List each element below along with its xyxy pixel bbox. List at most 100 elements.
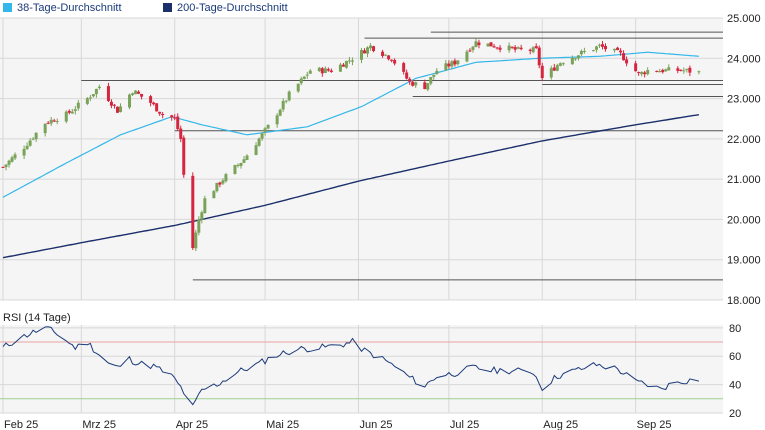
- candle-body: [634, 63, 638, 72]
- candle-body: [109, 101, 113, 106]
- candle-body: [369, 45, 373, 49]
- candle-body: [450, 61, 454, 67]
- price-y-tick-label: 23.000: [727, 94, 761, 106]
- candle-body: [128, 94, 132, 108]
- price-y-tick-label: 20.000: [727, 214, 761, 226]
- candle-body: [284, 100, 288, 102]
- candle-body: [182, 137, 186, 175]
- candle-body: [679, 69, 683, 71]
- candle-body: [134, 90, 138, 95]
- candle-body: [260, 133, 264, 139]
- candle-body: [411, 81, 415, 86]
- candle-body: [191, 175, 195, 249]
- rsi-line: [2, 326, 700, 406]
- candlesticks: [1, 38, 701, 252]
- candle-body: [682, 70, 686, 72]
- rsi-panel: RSI (14 Tage) 80 60 40 20: [0, 312, 741, 420]
- x-tick-label: Jul 25: [450, 419, 479, 430]
- candle-body: [453, 60, 457, 65]
- candle-body: [52, 120, 56, 122]
- candle-body: [46, 122, 50, 124]
- candle-body: [263, 128, 267, 133]
- candle-body: [444, 63, 448, 71]
- candle-body: [317, 67, 321, 72]
- x-axis: Feb 25 Mrz 25 Apr 25 Mai 25 Jun 25 Jul 25 Aug …: [4, 419, 672, 430]
- candle-body: [552, 67, 556, 71]
- candle-body: [118, 106, 122, 112]
- candle-body: [278, 109, 282, 116]
- candle-body: [540, 65, 544, 79]
- x-tick-label: Mai 25: [266, 419, 299, 430]
- candle-body: [215, 182, 219, 192]
- candle-body: [344, 60, 348, 68]
- candle-body: [85, 98, 89, 104]
- candle-body: [31, 138, 35, 140]
- candle-body: [507, 45, 511, 51]
- candle-body: [519, 47, 523, 50]
- candle-body: [387, 55, 391, 60]
- candle-body: [402, 63, 406, 72]
- candle-body: [667, 67, 671, 71]
- price-y-tick-label: 22.000: [727, 134, 761, 146]
- candle-body: [591, 50, 595, 52]
- candle-body: [350, 60, 354, 62]
- candle-body: [266, 124, 270, 129]
- candle-body: [25, 145, 29, 150]
- price-y-tick-label: 18.000: [727, 295, 761, 307]
- candle-body: [218, 182, 222, 185]
- candle-body: [423, 82, 427, 90]
- price-y-tick-label: 21.000: [727, 174, 761, 186]
- candle-body: [408, 78, 412, 82]
- candle-body: [579, 50, 583, 55]
- candle-body: [275, 115, 279, 125]
- candle-body: [622, 53, 626, 61]
- candle-body: [245, 155, 249, 160]
- candle-body: [426, 83, 430, 90]
- candle-body: [688, 67, 692, 73]
- candle-body: [372, 46, 376, 52]
- candle-body: [640, 71, 644, 75]
- candle-body: [474, 41, 478, 47]
- sma38-line: [2, 51, 699, 198]
- candle-body: [233, 165, 237, 174]
- candle-body: [616, 47, 620, 51]
- candle-body: [414, 82, 418, 86]
- legend-swatch-sma38: [3, 3, 12, 12]
- candle-body: [432, 74, 436, 77]
- candle-body: [456, 60, 460, 65]
- price-y-axis: 25.000 24.000 23.000 22.000 21.000 20.000 19.0…: [727, 13, 761, 307]
- candle-body: [516, 47, 520, 49]
- candle-body: [94, 88, 98, 95]
- candle-body: [10, 157, 14, 162]
- candle-body: [613, 48, 617, 51]
- candle-body: [492, 46, 496, 48]
- x-tick-label: Sep 25: [637, 419, 672, 430]
- rsi-plot-area: [0, 325, 723, 413]
- candle-body: [73, 109, 77, 111]
- candle-body: [173, 117, 177, 119]
- candle-body: [131, 93, 135, 95]
- candle-body: [429, 76, 433, 84]
- candle-body: [498, 47, 502, 50]
- candle-body: [236, 164, 240, 166]
- candle-body: [76, 102, 80, 109]
- candle-body: [390, 59, 394, 61]
- candle-body: [242, 159, 246, 163]
- candle-body: [594, 46, 598, 50]
- candle-body: [465, 51, 469, 62]
- candle-body: [4, 164, 8, 168]
- candle-body: [531, 47, 535, 53]
- candle-body: [158, 111, 162, 114]
- candle-body: [486, 43, 490, 47]
- candle-body: [347, 60, 351, 62]
- x-tick-label: Aug 25: [543, 419, 578, 430]
- candle-body: [1, 166, 5, 168]
- candle-body: [676, 68, 680, 71]
- candle-body: [194, 232, 198, 249]
- candle-body: [625, 59, 629, 64]
- candle-body: [510, 46, 514, 48]
- candle-body: [257, 138, 261, 146]
- candle-body: [561, 63, 565, 65]
- candle-body: [7, 160, 11, 165]
- candle-body: [299, 78, 303, 84]
